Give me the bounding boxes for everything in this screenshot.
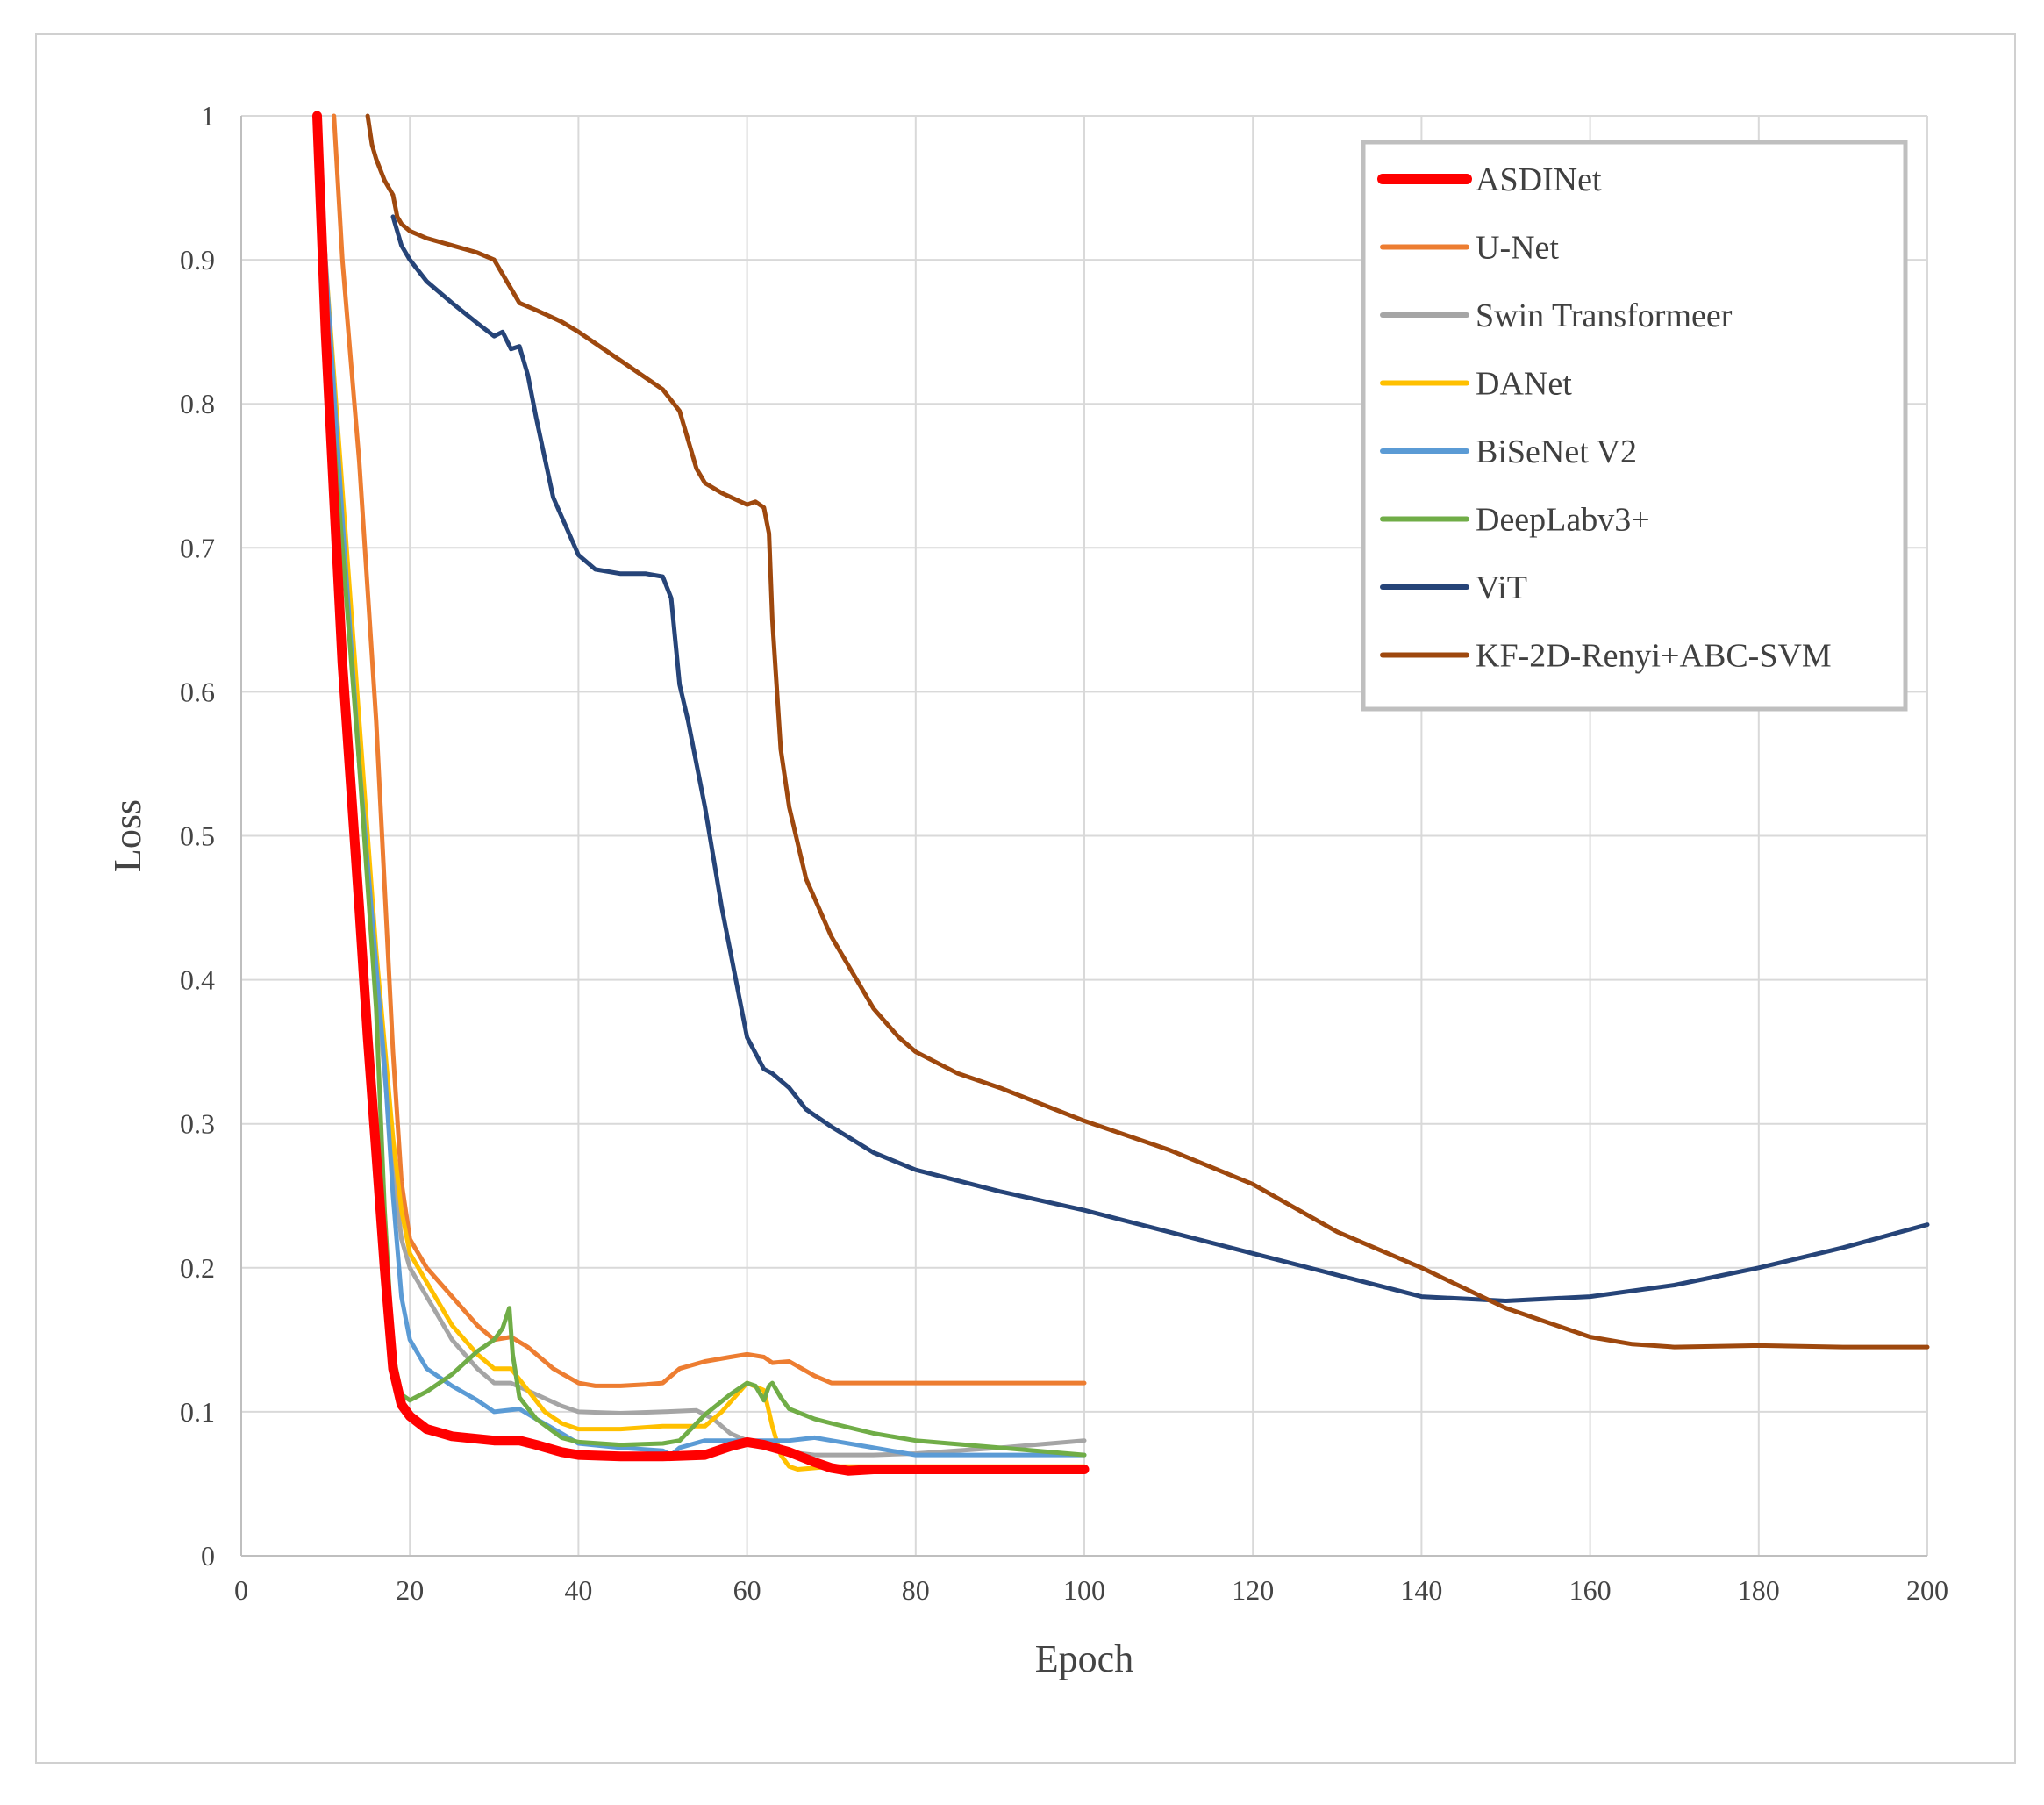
legend-label: DeepLabv3+ bbox=[1476, 502, 1650, 539]
series-line-vit bbox=[390, 214, 1930, 1303]
y-tick-label: 0.9 bbox=[180, 244, 215, 276]
x-tick-label: 40 bbox=[564, 1574, 592, 1606]
legend-box bbox=[1361, 140, 1908, 712]
legend-label: BiSeNet V2 bbox=[1476, 433, 1637, 470]
x-tick-label: 80 bbox=[902, 1574, 930, 1606]
y-tick-label: 0.4 bbox=[180, 964, 215, 996]
series-line-asdinet bbox=[312, 111, 1090, 1476]
loss-chart: 0 0.1 0.2 0.3 0.4 0.5 0.6 0.7 0.8 0.9 1 0 20 40 60 80 10… bbox=[106, 100, 1948, 1680]
x-tick-label: 160 bbox=[1569, 1574, 1612, 1606]
x-tick-label: 180 bbox=[1738, 1574, 1780, 1606]
y-tick-label: 0.2 bbox=[180, 1252, 215, 1284]
legend-label: DANet bbox=[1476, 366, 1572, 403]
legend-label: U-Net bbox=[1476, 230, 1559, 267]
x-tick-label: 60 bbox=[733, 1574, 761, 1606]
grid bbox=[241, 115, 1928, 1556]
legend-label: KF-2D-Renyi+ABC-SVM bbox=[1476, 638, 1832, 675]
x-tick-label: 140 bbox=[1400, 1574, 1442, 1606]
x-tick-label: 120 bbox=[1232, 1574, 1274, 1606]
series-line-kf-2d-renyi-abc-svm bbox=[365, 113, 1930, 1350]
legend-label: ViT bbox=[1476, 569, 1527, 606]
legend: ASDINet U-Net Swin Transformeer DANet BiSeNe… bbox=[1361, 140, 1908, 712]
x-axis-title: Epoch bbox=[1035, 1637, 1133, 1680]
y-tick-label: 0.5 bbox=[180, 820, 215, 852]
series-line-danet bbox=[315, 113, 1087, 1472]
x-tick-label: 20 bbox=[396, 1574, 424, 1606]
y-axis-title: Loss bbox=[106, 799, 149, 872]
axes: 0 0.1 0.2 0.3 0.4 0.5 0.6 0.7 0.8 0.9 1 0 20 40 60 80 10… bbox=[180, 100, 1948, 1606]
legend-label: Swin Transformeer bbox=[1476, 297, 1733, 334]
y-tick-label: 0 bbox=[201, 1540, 215, 1572]
x-tick-label: 100 bbox=[1063, 1574, 1105, 1606]
figure-frame: 0 0.1 0.2 0.3 0.4 0.5 0.6 0.7 0.8 0.9 1 0 20 40 60 80 10… bbox=[35, 33, 2016, 1764]
x-tick-label: 0 bbox=[234, 1574, 248, 1606]
x-tick-label: 200 bbox=[1906, 1574, 1948, 1606]
y-tick-label: 0.7 bbox=[180, 532, 215, 563]
y-tick-label: 0.3 bbox=[180, 1108, 215, 1140]
y-tick-label: 0.8 bbox=[180, 388, 215, 419]
series-lines bbox=[312, 111, 1930, 1476]
series-line-u-net bbox=[332, 113, 1087, 1388]
y-tick-label: 0.6 bbox=[180, 676, 215, 707]
y-tick-label: 1 bbox=[201, 100, 215, 132]
y-tick-label: 0.1 bbox=[180, 1396, 215, 1428]
legend-label: ASDINet bbox=[1476, 161, 1602, 198]
